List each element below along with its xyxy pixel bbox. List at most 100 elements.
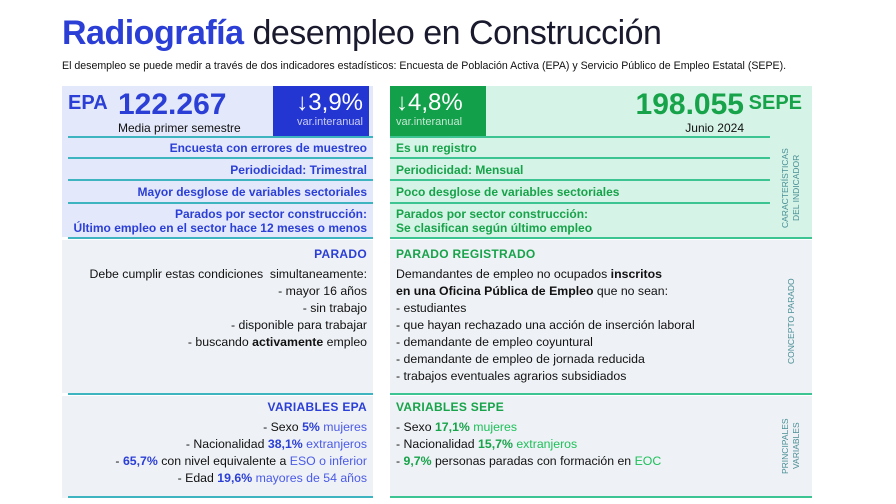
sepe-row: Parados por sector construcción: Se clasi…	[396, 207, 593, 235]
sepe-concept: PARADO REGISTRADO Demandantes de empleo n…	[396, 247, 695, 385]
text-line: - estudiantes	[396, 300, 695, 317]
text-line: - demandante de empleo coyuntural	[396, 334, 695, 351]
text-line: - sin trabajo	[89, 300, 367, 317]
divider	[68, 202, 373, 204]
epa-label: EPA	[68, 92, 108, 114]
text-line: - buscando activamente empleo	[89, 334, 367, 351]
divider	[68, 157, 373, 159]
text-segment: activamente	[252, 335, 324, 349]
epa-value: 122.267	[118, 88, 227, 121]
epa-variables: VARIABLES EPA - Sexo 5% mujeres - Nacional…	[115, 400, 367, 487]
text-lines: - Sexo 5% mujeres - Nacionalidad 38,1% ex…	[115, 419, 367, 487]
text-segment: - estudiantes	[396, 301, 467, 315]
side-label-variables: Principales variables	[780, 418, 801, 474]
text-line: - trabajos eventuales agrarios subsidiad…	[396, 368, 695, 385]
text-segment: - Nacionalidad	[396, 437, 479, 451]
epa-variation: ↓3,9%	[296, 89, 363, 116]
text-line: - que hayan rechazado una acción de inse…	[396, 317, 695, 334]
text-line: - Nacionalidad 38,1% extranjeros	[115, 436, 367, 453]
epa-panel: EPA 122.267 Media primer semestre ↓3,9% …	[62, 86, 373, 498]
epa-variation-box: ↓3,9% var.interanual	[273, 86, 369, 136]
text-line: - demandante de empleo de jornada reduci…	[396, 351, 695, 368]
text-segment: - buscando	[187, 335, 253, 349]
sepe-value: 198.055	[635, 88, 744, 121]
divider	[68, 179, 373, 181]
text-segment: personas paradas con formación en	[431, 454, 635, 468]
divider	[68, 136, 373, 138]
text-line: - Nacionalidad 15,7% extranjeros	[396, 436, 661, 453]
text-segment: - demandante de empleo de jornada reduci…	[396, 352, 645, 366]
sepe-concept-bg	[390, 240, 812, 393]
divider	[390, 157, 770, 159]
text-line: Demandantes de empleo no ocupados inscri…	[396, 266, 695, 283]
sepe-row: Periodicidad: Mensual	[396, 163, 524, 177]
text-segment: mujeres	[469, 420, 517, 434]
text-segment: EOC	[634, 454, 662, 468]
text-line: - Sexo 5% mujeres	[115, 419, 367, 436]
divider	[390, 496, 812, 498]
epa-concept: PARADO Debe cumplir estas condiciones sim…	[89, 247, 367, 351]
sepe-caption: Junio 2024	[685, 121, 744, 135]
text-segment: - demandante de empleo coyuntural	[396, 335, 593, 349]
text-segment: - sin trabajo	[302, 301, 367, 315]
divider	[390, 179, 770, 181]
text-segment: - disponible para trabajar	[230, 318, 367, 332]
text-line: en una Oficina Pública de Empleo que no …	[396, 283, 695, 300]
epa-variation-label: var.interanual	[296, 116, 363, 128]
side-label-characteristics: Características del indicador	[780, 148, 801, 228]
text-segment: - Nacionalidad	[185, 437, 268, 451]
text-line: - disponible para trabajar	[89, 317, 367, 334]
divider	[68, 496, 373, 498]
sepe-row: Poco desglose de variables sectoriales	[396, 185, 620, 199]
divider	[390, 393, 812, 395]
divider	[68, 393, 373, 395]
sepe-variation: ↓4,8%	[396, 89, 463, 116]
text-segment: - que hayan rechazado una acción de inse…	[396, 318, 695, 332]
text-segment: - Sexo	[263, 420, 303, 434]
epa-variables-bg	[62, 396, 373, 498]
text-segment: con nivel equivalente a	[157, 454, 290, 468]
text-segment: extranjeros	[512, 437, 578, 451]
text-segment: - mayor 16 años	[278, 284, 367, 298]
highlight-value: 65,7%	[122, 454, 158, 468]
text-lines: Debe cumplir estas condiciones simultane…	[89, 266, 367, 351]
divider	[390, 136, 770, 138]
text-segment: inscritos	[610, 267, 662, 281]
text-line: Debe cumplir estas condiciones simultane…	[89, 266, 367, 283]
highlight-value: 38,1%	[267, 437, 303, 451]
sepe-label: SEPE	[748, 92, 802, 114]
subtitle: El desempleo se puede medir a través de …	[62, 60, 787, 72]
text-line: - Sexo 17,1% mujeres	[396, 419, 661, 436]
text-segment: - Edad	[177, 471, 218, 485]
text-segment: mujeres	[319, 420, 367, 434]
highlight-value: 15,7%	[478, 437, 513, 451]
text-segment: Debe cumplir estas condiciones simultane…	[89, 267, 367, 281]
divider	[390, 237, 812, 239]
epa-caption: Media primer semestre	[118, 121, 241, 135]
epa-concept-bg	[62, 240, 373, 393]
text-segment: Demandantes de empleo no ocupados	[396, 267, 611, 281]
page-title: Radiografía desempleo en Construcción	[62, 14, 662, 52]
sepe-panel: ↓4,8% var.interanual 198.055 SEPE Junio …	[390, 86, 812, 498]
epa-row: Parados por sector construcción: Último e…	[73, 207, 367, 235]
text-segment: que no sean:	[593, 284, 669, 298]
sepe-variation-box: ↓4,8% var.interanual	[390, 86, 486, 136]
highlight-value: 5%	[302, 420, 320, 434]
epa-row: Encuesta con errores de muestreo	[169, 141, 367, 155]
text-segment: -	[115, 454, 123, 468]
text-line: - mayor 16 años	[89, 283, 367, 300]
text-segment: empleo	[323, 335, 367, 349]
text-lines: Demandantes de empleo no ocupados inscri…	[396, 266, 695, 385]
text-segment: en una Oficina Pública de Empleo	[396, 284, 594, 298]
divider	[68, 237, 373, 239]
text-line: - 9,7% personas paradas con formación en…	[396, 453, 661, 470]
epa-row: Periodicidad: Trimestral	[230, 163, 367, 177]
text-segment: ESO o inferior	[289, 454, 367, 468]
text-line: - Edad 19,6% mayores de 54 años	[115, 470, 367, 487]
text-lines: - Sexo 17,1% mujeres - Nacionalidad 15,7%…	[396, 419, 661, 470]
sepe-row: Es un registro	[396, 141, 477, 155]
highlight-value: 19,6%	[217, 471, 253, 485]
sepe-variables-bg	[390, 396, 812, 498]
text-line: - 65,7% con nivel equivalente a ESO o in…	[115, 453, 367, 470]
highlight-value: 9,7%	[403, 454, 432, 468]
